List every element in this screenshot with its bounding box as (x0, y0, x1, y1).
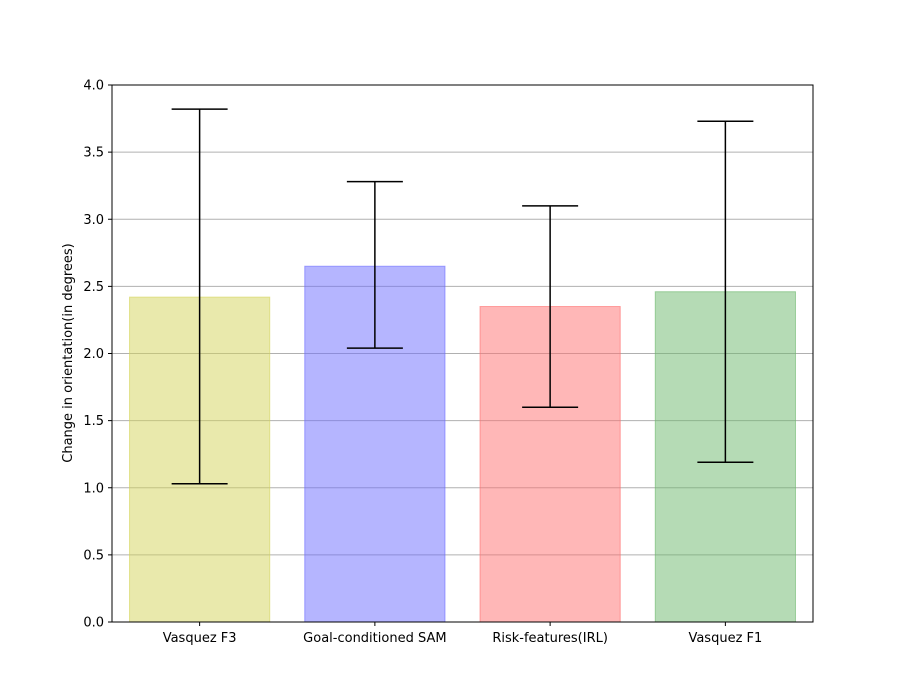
x-axis-ticks: Vasquez F3 Goal-conditioned SAM Risk-featu… (163, 622, 762, 646)
y-tick-label: 1.5 (83, 414, 104, 429)
y-tick-label: 0.0 (83, 616, 104, 631)
y-axis-ticks: 0.0 0.5 1.0 1.5 2.0 2.5 3.0 3.5 4.0 (83, 79, 112, 631)
y-axis-label: Change in orientation(in degrees) (61, 243, 76, 462)
bars (129, 265, 796, 623)
y-tick-label: 2.0 (83, 347, 104, 362)
y-tick-label: 3.5 (83, 146, 104, 161)
x-tick-label: Vasquez F1 (688, 631, 762, 646)
x-tick-label: Vasquez F3 (163, 631, 237, 646)
y-tick-label: 4.0 (83, 79, 104, 94)
x-tick-label: Risk-features(IRL) (492, 631, 608, 646)
y-tick-label: 0.5 (83, 548, 104, 563)
y-tick-label: 3.0 (83, 213, 104, 228)
x-tick-label: Goal-conditioned SAM (303, 631, 446, 646)
y-tick-label: 2.5 (83, 280, 104, 295)
y-tick-label: 1.0 (83, 481, 104, 496)
error-bars (171, 108, 754, 485)
